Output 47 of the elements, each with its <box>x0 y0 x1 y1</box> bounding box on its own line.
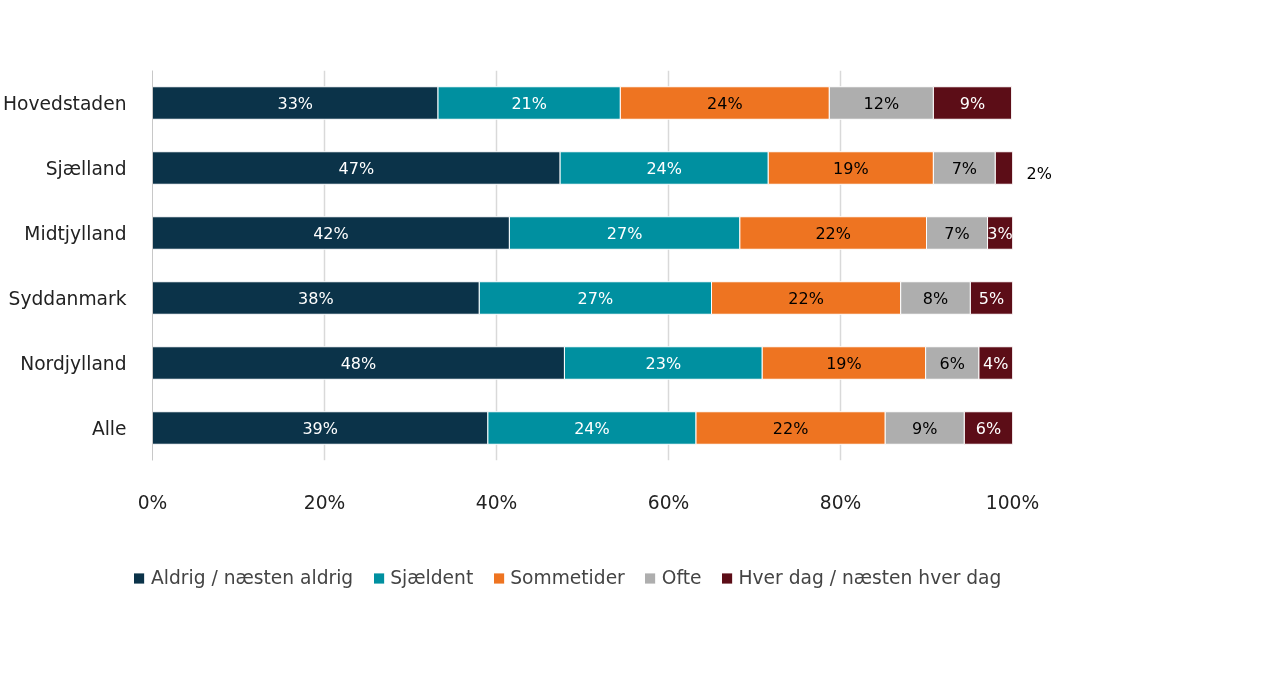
x-tick-label: 100% <box>985 491 1040 513</box>
data-label: 9% <box>912 418 938 438</box>
data-label: 7% <box>951 158 978 178</box>
data-label: 47% <box>338 158 375 178</box>
data-label: 22% <box>772 418 809 438</box>
data-label: 9% <box>959 93 986 113</box>
x-tick-label: 80% <box>819 491 862 513</box>
data-label: 48% <box>340 353 377 373</box>
y-tick-label: Sjælland <box>45 157 127 179</box>
data-label: 4% <box>983 353 1009 373</box>
legend-label: Aldrig / næsten aldrig <box>151 567 354 588</box>
data-label: 7% <box>944 223 970 243</box>
data-label: 24% <box>646 158 682 178</box>
data-label: 24% <box>574 418 610 438</box>
data-label: 22% <box>788 288 824 308</box>
data-label: 39% <box>302 418 338 438</box>
legend-label: Hver dag / næsten hver dag <box>738 567 1002 588</box>
data-label: 19% <box>833 158 869 178</box>
data-label: 5% <box>978 288 1005 308</box>
data-label: 38% <box>298 288 334 308</box>
data-label: 24% <box>707 93 743 113</box>
legend-label: Ofte <box>661 567 702 588</box>
data-label: 8% <box>922 288 949 308</box>
legend-label: Sommetider <box>510 567 625 588</box>
y-tick-label: Midtjylland <box>24 222 127 244</box>
data-label: 27% <box>577 288 614 308</box>
x-tick-label: 40% <box>475 491 518 513</box>
y-tick-label: Alle <box>91 417 127 439</box>
data-label: 42% <box>313 223 349 243</box>
data-label: 27% <box>606 223 643 243</box>
y-tick-label: Nordjylland <box>20 352 127 374</box>
y-tick-label: Syddanmark <box>8 287 127 309</box>
y-tick-label: Hovedstaden <box>3 92 127 114</box>
data-label: 3% <box>987 223 1013 243</box>
data-label: 33% <box>277 93 314 113</box>
data-label: 2% <box>1026 163 1052 183</box>
data-label: 6% <box>939 353 965 373</box>
data-label: 22% <box>815 223 851 243</box>
data-label: 23% <box>645 353 682 373</box>
legend-label: Sjældent <box>390 567 474 588</box>
data-label: 19% <box>826 353 862 373</box>
x-tick-label: 0% <box>137 491 168 513</box>
data-label: 6% <box>975 418 1002 438</box>
x-tick-label: 20% <box>303 491 346 513</box>
x-tick-label: 60% <box>647 491 690 513</box>
data-label: 12% <box>863 93 900 113</box>
data-label: 21% <box>511 93 547 113</box>
